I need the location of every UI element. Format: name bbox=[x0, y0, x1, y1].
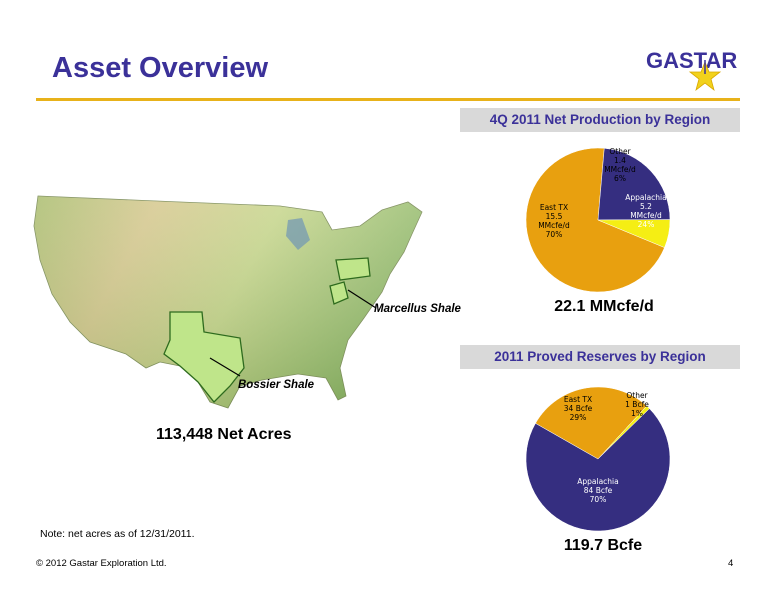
production-total: 22.1 MMcfe/d bbox=[554, 298, 654, 315]
pie-label-appalachia: Appalachia 84 Bcfe 70% bbox=[577, 477, 618, 504]
pie-slice-other bbox=[597, 219, 671, 248]
pie-slice-appalachia bbox=[597, 148, 671, 221]
logo-text: GASTAR bbox=[646, 48, 738, 73]
great-lakes bbox=[286, 218, 310, 250]
reserves-pie-chart: East TX 34 Bcfe 29% Other 1 Bcfe 1% Appalachia… bbox=[525, 386, 671, 532]
gastar-logo: GASTAR bbox=[640, 30, 737, 92]
pennsylvania-highlight bbox=[335, 257, 371, 281]
pie-slice-east-tx bbox=[525, 147, 665, 293]
page-number: 4 bbox=[728, 558, 734, 569]
reserves-chart-title: 2011 Proved Reserves by Region bbox=[460, 345, 740, 369]
pie-label-other: Other 1 Bcfe 1% bbox=[625, 391, 649, 418]
copyright: © 2012 Gastar Exploration Ltd. bbox=[36, 558, 167, 569]
west-virginia-highlight bbox=[329, 281, 349, 305]
pie-label-east-tx: East TX 15.5 MMcfe/d 70% bbox=[538, 203, 570, 239]
pie-label-east-tx: East TX 34 Bcfe 29% bbox=[564, 395, 593, 422]
marcellus-shale-label: Marcellus Shale bbox=[374, 303, 461, 315]
pie-slice-east-tx bbox=[535, 386, 648, 460]
reserves-total: 119.7 Bcfe bbox=[563, 537, 643, 554]
bossier-pointer bbox=[209, 357, 241, 377]
pie-slice-appalachia bbox=[525, 408, 671, 532]
title-underline bbox=[36, 98, 740, 101]
bossier-shale-label: Bossier Shale bbox=[238, 379, 315, 391]
production-pie-chart: East TX 15.5 MMcfe/d 70% Appalachia 5.2 MMcfe/… bbox=[525, 147, 671, 293]
texas-highlight bbox=[163, 311, 245, 403]
pie-label-appalachia: Appalachia 5.2 MMcfe/d 24% bbox=[625, 193, 666, 229]
net-acres-label: 113,448 Net Acres bbox=[156, 426, 292, 443]
pie-label-other: Other 1.4 MMcfe/d 6% bbox=[604, 147, 636, 183]
production-chart-title: 4Q 2011 Net Production by Region bbox=[460, 108, 740, 132]
us-map bbox=[33, 195, 423, 409]
marcellus-pointer bbox=[347, 289, 377, 309]
footnote: Note: net acres as of 12/31/2011. bbox=[40, 528, 195, 540]
page-title: Asset Overview bbox=[52, 52, 269, 84]
star-icon bbox=[688, 60, 722, 92]
